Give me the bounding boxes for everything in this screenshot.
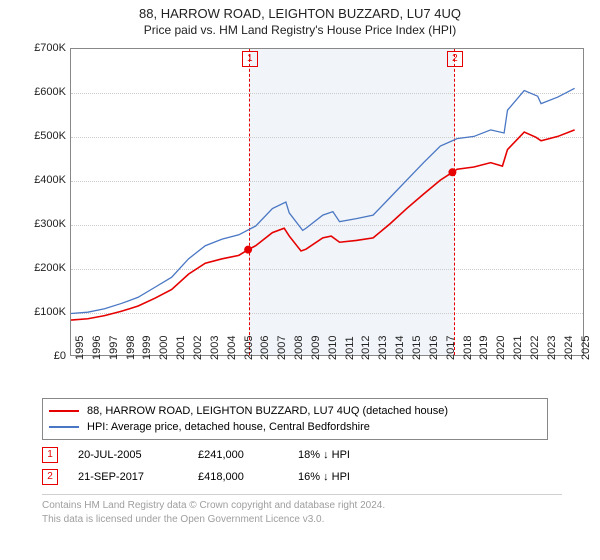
x-axis-label: 2023: [546, 336, 558, 360]
x-axis-label: 1996: [91, 336, 103, 360]
x-axis-label: 2009: [310, 336, 322, 360]
x-axis-label: 2021: [512, 336, 524, 360]
plot-area: 12: [70, 48, 584, 356]
x-axis-label: 2018: [462, 336, 474, 360]
x-axis-label: 2013: [377, 336, 389, 360]
y-axis-label: £500K: [26, 130, 66, 142]
sale-date: 21-SEP-2017: [78, 471, 198, 483]
sale-row: 1 20-JUL-2005 £241,000 18% ↓ HPI: [42, 444, 548, 466]
x-axis-label: 2016: [428, 336, 440, 360]
attribution-line: This data is licensed under the Open Gov…: [42, 513, 562, 527]
x-axis-label: 2014: [394, 336, 406, 360]
legend-swatch-hpi: [49, 426, 79, 428]
chart-subtitle: Price paid vs. HM Land Registry's House …: [0, 23, 600, 37]
chart-title-block: 88, HARROW ROAD, LEIGHTON BUZZARD, LU7 4…: [0, 0, 600, 37]
sale-row: 2 21-SEP-2017 £418,000 16% ↓ HPI: [42, 466, 548, 488]
x-axis-label: 2019: [478, 336, 490, 360]
y-axis-label: £400K: [26, 174, 66, 186]
x-axis-label: 1997: [108, 336, 120, 360]
sale-delta: 18% ↓ HPI: [298, 449, 398, 461]
y-axis-label: £200K: [26, 262, 66, 274]
x-axis-label: 2004: [226, 336, 238, 360]
y-axis-label: £100K: [26, 306, 66, 318]
x-axis-label: 2012: [360, 336, 372, 360]
x-axis-label: 2020: [495, 336, 507, 360]
x-axis-label: 2011: [344, 336, 356, 360]
legend: 88, HARROW ROAD, LEIGHTON BUZZARD, LU7 4…: [42, 398, 548, 440]
attribution-line: Contains HM Land Registry data © Crown c…: [42, 499, 562, 513]
chart-area: 12 £0£100K£200K£300K£400K£500K£600K£700K…: [26, 48, 584, 388]
y-axis-label: £600K: [26, 86, 66, 98]
chart-title: 88, HARROW ROAD, LEIGHTON BUZZARD, LU7 4…: [0, 6, 600, 21]
x-axis-label: 2002: [192, 336, 204, 360]
x-axis-label: 2006: [259, 336, 271, 360]
x-axis-label: 1998: [125, 336, 137, 360]
x-axis-label: 2008: [293, 336, 305, 360]
x-axis-label: 2025: [580, 336, 592, 360]
legend-label-hpi: HPI: Average price, detached house, Cent…: [87, 421, 370, 433]
x-axis-label: 2022: [529, 336, 541, 360]
sale-marker-icon: 2: [42, 469, 58, 485]
y-axis-label: £300K: [26, 218, 66, 230]
x-axis-label: 2003: [209, 336, 221, 360]
sale-price: £241,000: [198, 449, 298, 461]
x-axis-label: 2000: [158, 336, 170, 360]
sales-table: 1 20-JUL-2005 £241,000 18% ↓ HPI 2 21-SE…: [42, 444, 548, 488]
x-axis-label: 1995: [74, 336, 86, 360]
x-axis-label: 2017: [445, 336, 457, 360]
y-axis-label: £700K: [26, 42, 66, 54]
x-axis-label: 1999: [141, 336, 153, 360]
sale-date: 20-JUL-2005: [78, 449, 198, 461]
x-axis-label: 2010: [327, 336, 339, 360]
attribution: Contains HM Land Registry data © Crown c…: [42, 494, 562, 526]
legend-swatch-property: [49, 410, 79, 412]
y-axis-label: £0: [26, 350, 66, 362]
legend-row-hpi: HPI: Average price, detached house, Cent…: [49, 419, 541, 435]
sale-marker-icon: 1: [42, 447, 58, 463]
legend-row-property: 88, HARROW ROAD, LEIGHTON BUZZARD, LU7 4…: [49, 403, 541, 419]
x-axis-label: 2005: [243, 336, 255, 360]
x-axis-label: 2024: [563, 336, 575, 360]
x-axis-label: 2007: [276, 336, 288, 360]
x-axis-label: 2015: [411, 336, 423, 360]
legend-label-property: 88, HARROW ROAD, LEIGHTON BUZZARD, LU7 4…: [87, 405, 448, 417]
x-axis-label: 2001: [175, 336, 187, 360]
sale-delta: 16% ↓ HPI: [298, 471, 398, 483]
sale-price: £418,000: [198, 471, 298, 483]
